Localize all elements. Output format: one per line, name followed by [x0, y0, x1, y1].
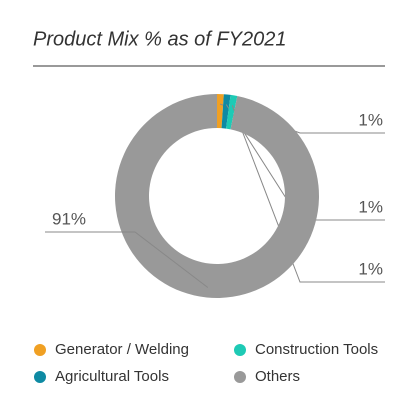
legend-label: Others — [255, 368, 300, 385]
donut-segment — [226, 94, 238, 130]
leader-line — [45, 231, 209, 288]
data-label: 1% — [358, 259, 383, 278]
legend-swatch — [234, 344, 246, 356]
donut-segment — [115, 94, 320, 298]
donut-segment — [217, 94, 224, 129]
legend-label: Generator / Welding — [55, 341, 189, 358]
data-label: 1% — [358, 197, 383, 216]
legend-swatch — [34, 371, 46, 383]
data-label: 91% — [52, 209, 86, 228]
data-label: 1% — [358, 110, 383, 129]
legend-swatch — [34, 344, 46, 356]
leader-line — [231, 105, 385, 283]
chart-title: Product Mix % as of FY2021 — [33, 28, 286, 50]
legend-label: Construction Tools — [255, 341, 378, 358]
donut-segment — [221, 94, 231, 129]
legend-swatch — [234, 371, 246, 383]
legend-label: Agricultural Tools — [55, 368, 169, 385]
